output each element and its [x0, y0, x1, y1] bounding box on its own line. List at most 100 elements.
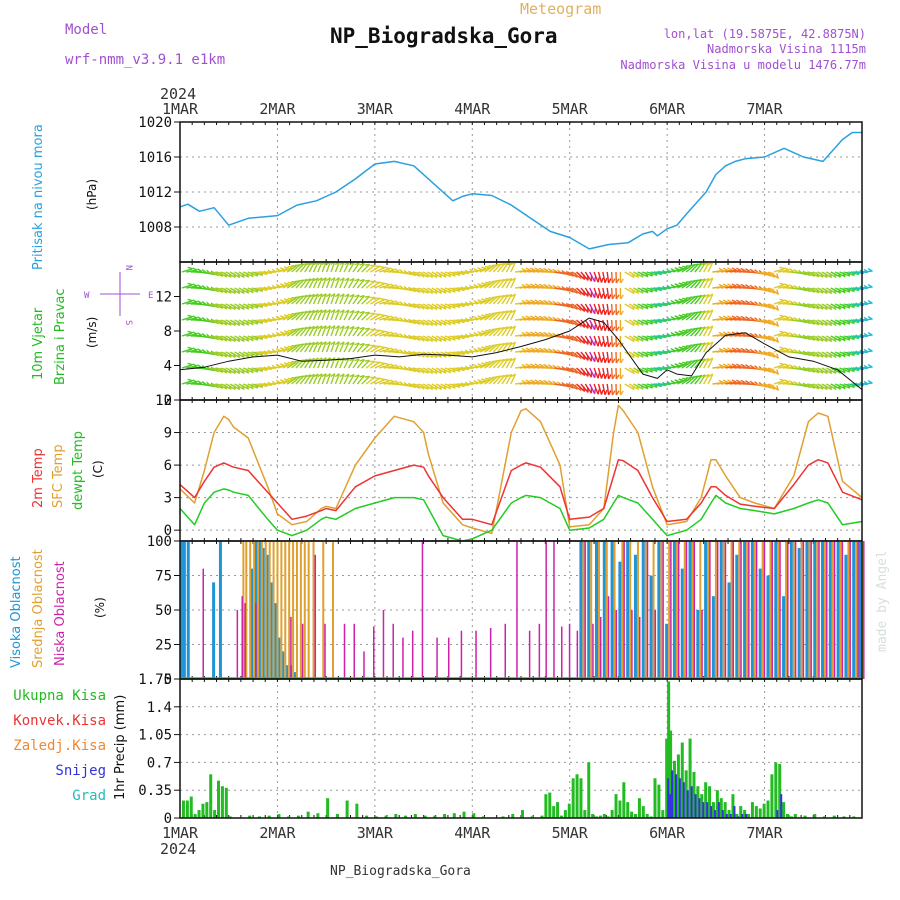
- wind-barb-head: [597, 373, 600, 379]
- temp-label-3: dewpt Temp: [71, 431, 86, 510]
- cloud-bar: [592, 623, 594, 679]
- wind-barb: [361, 375, 371, 385]
- precip-bar: [653, 778, 657, 818]
- wind-barb-head: [499, 310, 505, 314]
- wind-barb-head: [481, 378, 487, 382]
- wind-barb-head: [611, 278, 616, 284]
- wind-barb: [431, 271, 442, 279]
- wind-barb-head: [349, 325, 355, 330]
- wind-barb-head: [192, 379, 198, 383]
- wind-barb: [606, 383, 610, 396]
- cloud-bar: [561, 626, 563, 679]
- wind-barb-head: [704, 261, 710, 266]
- wind-barb: [563, 271, 574, 277]
- wind-barb-head: [521, 267, 527, 272]
- wind-barb: [374, 298, 386, 305]
- wind-barb: [330, 309, 336, 321]
- wind-barb: [773, 331, 785, 337]
- wind-barb-head: [506, 373, 513, 378]
- wind-barb-head: [779, 330, 785, 334]
- wind-barb-head: [481, 330, 487, 334]
- wind-barb-head: [784, 347, 790, 351]
- wind-barb-head: [510, 277, 516, 282]
- wind-barb: [488, 280, 498, 289]
- precip-legend-label: Grad: [72, 788, 106, 804]
- wind-barb-head: [339, 325, 345, 330]
- wind-barb: [422, 287, 433, 295]
- wind-barb-head: [600, 373, 604, 379]
- wind-barb: [374, 362, 386, 369]
- wind-barb: [778, 365, 790, 369]
- wind-barb-head: [305, 358, 312, 362]
- wind-barb: [488, 328, 498, 337]
- wind-barb-head: [611, 310, 616, 316]
- cloud-bar: [699, 541, 702, 679]
- wind-barb: [431, 383, 442, 391]
- wind-barb-head: [538, 363, 544, 367]
- wind-barb-head: [344, 309, 350, 314]
- wind-barb-head: [481, 298, 487, 302]
- wind-barb: [444, 303, 456, 309]
- wind-barb: [637, 335, 649, 342]
- precip-bar: [248, 815, 252, 818]
- wind-barb: [379, 300, 390, 305]
- wind-barb: [234, 287, 245, 294]
- wind-barb-head: [708, 309, 714, 314]
- precip-bar: [729, 814, 732, 818]
- precip-bar: [583, 810, 587, 818]
- time-tick-label: 7MAR: [747, 100, 784, 118]
- wind-barb-head: [731, 363, 737, 367]
- wind-barb: [278, 363, 290, 369]
- wind-barb: [501, 326, 509, 337]
- wind-barb-head: [364, 359, 370, 362]
- wind-barb: [475, 331, 487, 337]
- wind-barb-head: [379, 297, 386, 301]
- wind-barb-head: [364, 279, 370, 282]
- precip-bar: [634, 814, 638, 818]
- wind-barb: [628, 367, 640, 375]
- wind-barb: [492, 263, 502, 273]
- wind-barb: [216, 271, 228, 278]
- precip-bar: [669, 730, 673, 818]
- wind-barb: [181, 284, 193, 289]
- precip-bar: [571, 778, 575, 818]
- wind-barb-head: [776, 305, 780, 311]
- wind-barb-head: [354, 262, 360, 266]
- wind-barb: [225, 351, 236, 359]
- precip-bar: [587, 762, 591, 818]
- cloud-bar: [797, 547, 801, 679]
- wind-barb-head: [779, 298, 785, 302]
- wind-barb: [628, 351, 640, 359]
- wind-barb-head: [389, 363, 395, 367]
- cloud-bar: [372, 626, 375, 679]
- wind-barb: [339, 293, 345, 305]
- wind-barb: [817, 367, 828, 375]
- wind-barb-head: [696, 326, 702, 330]
- wind-barb: [707, 277, 714, 289]
- wind-barb-head: [722, 315, 728, 319]
- precip-bar: [842, 816, 846, 818]
- wind-barb: [361, 327, 371, 337]
- wind-barb-head: [506, 277, 513, 282]
- wind-barb: [181, 348, 193, 353]
- wind-barb: [325, 277, 332, 289]
- wind-barb: [317, 341, 323, 353]
- cloud-bar: [324, 623, 326, 679]
- wind-barb: [808, 303, 820, 310]
- wind-barb: [247, 383, 259, 389]
- wind-barb-head: [731, 283, 737, 287]
- wind-barb: [422, 335, 433, 343]
- wind-barb: [602, 335, 606, 347]
- wind-barb: [356, 279, 365, 289]
- wind-barb-head: [611, 374, 616, 380]
- wind-barb: [453, 287, 465, 292]
- wind-barb: [286, 265, 297, 273]
- precip-bar: [669, 794, 672, 818]
- wind-barb-head: [187, 362, 193, 366]
- cloud-bar: [288, 541, 291, 679]
- wind-barb: [479, 330, 491, 337]
- wind-barb-head: [594, 372, 597, 378]
- wind-barb: [282, 266, 293, 273]
- cloud-bar: [805, 541, 809, 679]
- wind-barb-head: [389, 379, 395, 383]
